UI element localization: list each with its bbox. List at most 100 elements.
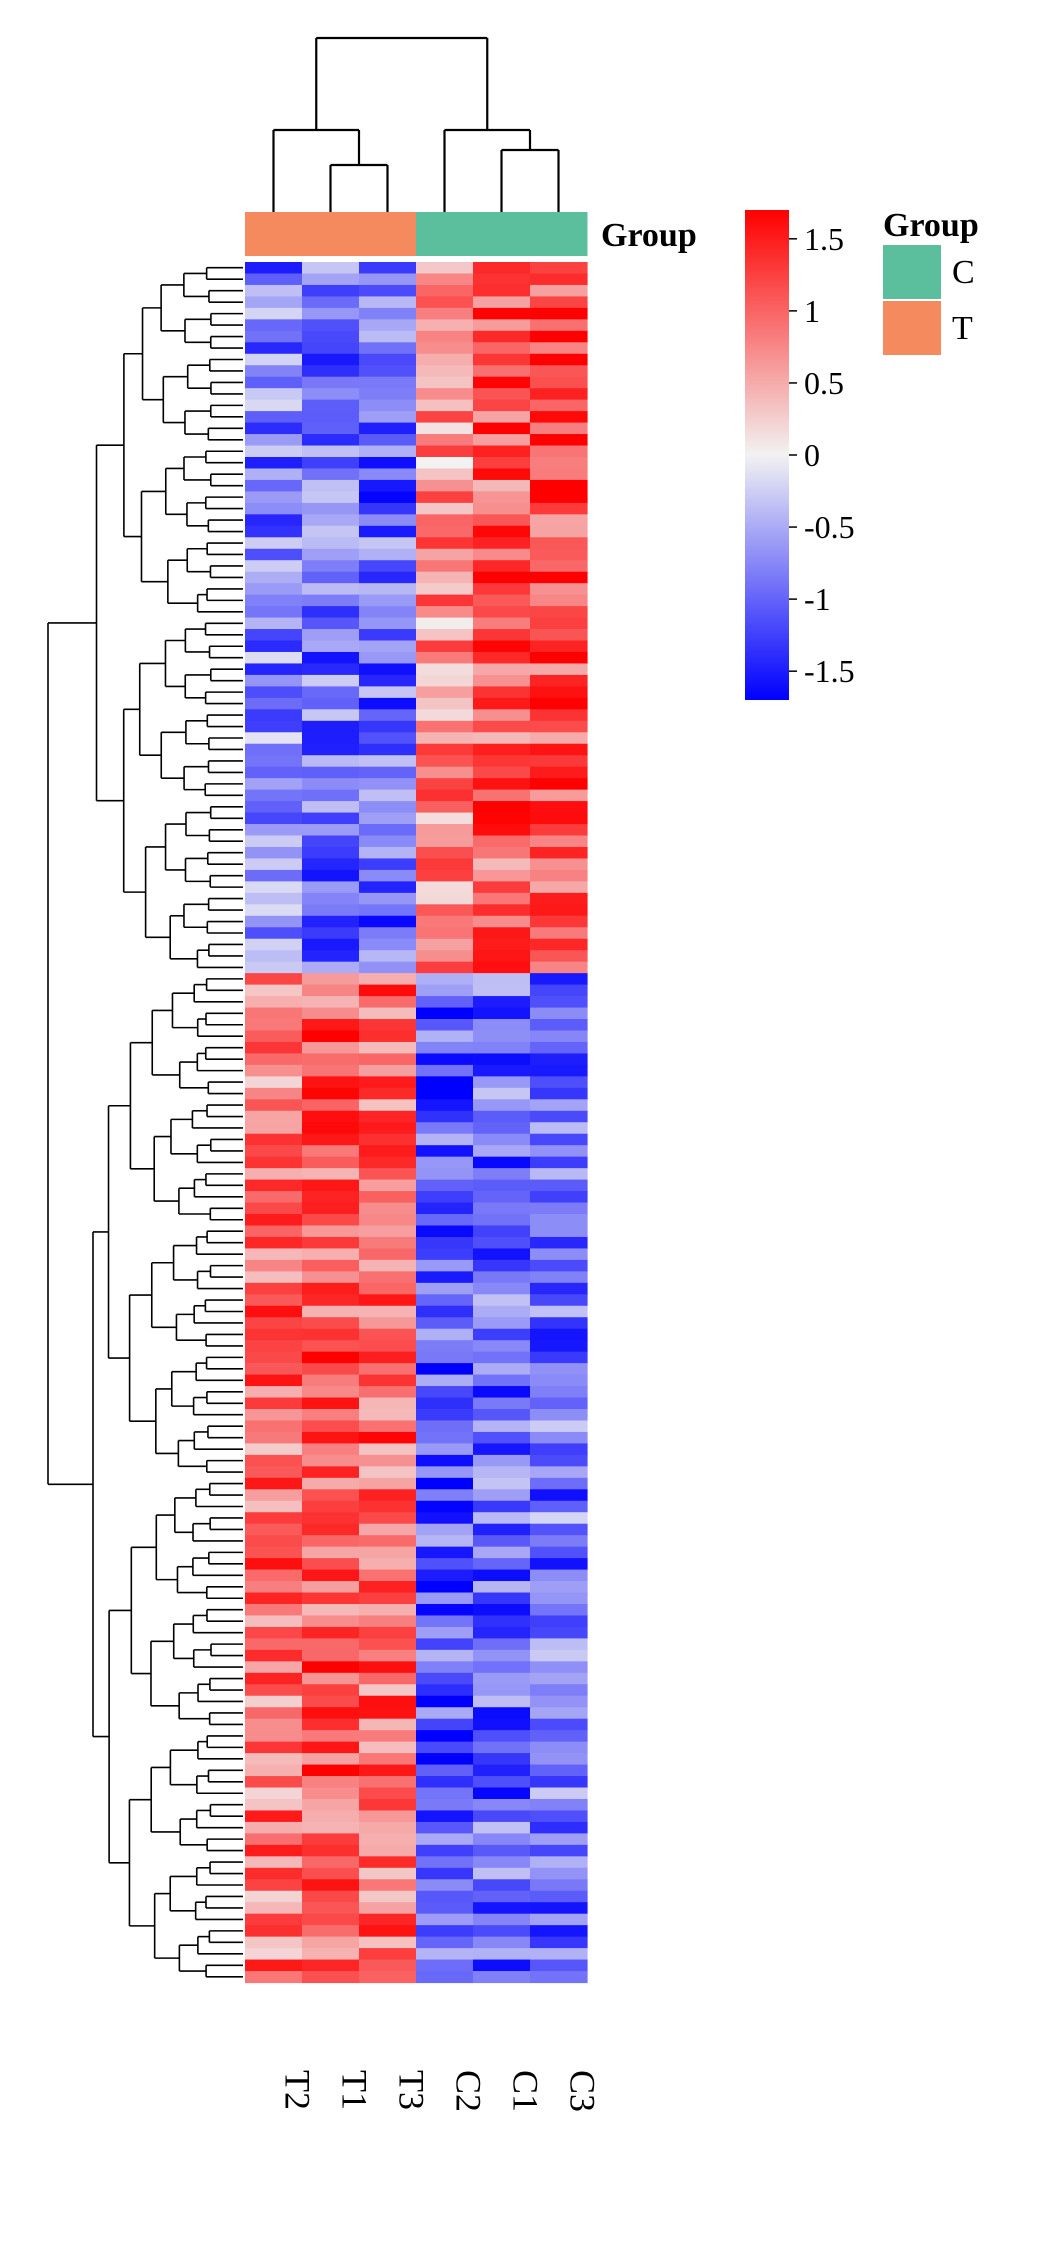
heatmap-cell: [416, 1271, 474, 1284]
heatmap-cell: [473, 801, 531, 814]
heatmap-cell: [359, 904, 417, 917]
heatmap-cell: [473, 1179, 531, 1192]
heatmap-cell: [245, 1500, 303, 1513]
heatmap-cell: [245, 1512, 303, 1525]
heatmap-cell: [359, 571, 417, 584]
heatmap-cell: [473, 456, 531, 470]
heatmap-cell: [473, 755, 531, 768]
heatmap-cell: [302, 1236, 360, 1250]
heatmap-cell: [416, 835, 474, 848]
heatmap-cell: [245, 1971, 303, 1984]
heatmap-cell: [245, 1477, 303, 1490]
heatmap-cell: [302, 1374, 360, 1387]
heatmap-cell: [530, 1649, 588, 1662]
heatmap-cell: [530, 1179, 588, 1192]
heatmap-cell: [302, 1076, 360, 1089]
heatmap-cell: [416, 1695, 474, 1708]
heatmap-cell: [245, 640, 303, 653]
heatmap-cell: [302, 927, 360, 940]
heatmap-cell: [302, 961, 360, 974]
heatmap-cell: [302, 537, 360, 550]
heatmap-cell: [245, 1821, 303, 1834]
heatmap-cell: [302, 915, 360, 928]
annotation-cell: [245, 212, 303, 256]
heatmap-cell: [245, 307, 303, 320]
heatmap-cell: [530, 1156, 588, 1169]
heatmap-cell: [473, 915, 531, 928]
heatmap-cell: [359, 1294, 417, 1307]
heatmap-cell: [530, 1489, 588, 1502]
heatmap-cell: [416, 1569, 474, 1582]
heatmap-cell: [473, 1259, 531, 1272]
heatmap-cell: [530, 755, 588, 768]
heatmap-cell: [530, 1294, 588, 1307]
heatmap-cell: [302, 1191, 360, 1204]
legend-title: Group: [883, 207, 979, 244]
heatmap-cell: [530, 1925, 588, 1938]
heatmap-cell: [302, 560, 360, 573]
heatmap-cell: [416, 1064, 474, 1077]
heatmap-cell: [245, 388, 303, 401]
heatmap-cell: [302, 1363, 360, 1376]
heatmap-cell: [359, 514, 417, 527]
annotation-label: Group: [601, 217, 697, 254]
heatmap-cell: [359, 755, 417, 768]
heatmap-cell: [245, 411, 303, 424]
heatmap-cell: [530, 1409, 588, 1422]
heatmap-cell: [302, 1523, 360, 1536]
heatmap-cell: [530, 961, 588, 974]
heatmap-cell: [473, 1523, 531, 1536]
heatmap-cell: [245, 376, 303, 389]
heatmap-cell: [473, 1328, 531, 1341]
heatmap-cell: [473, 789, 531, 802]
heatmap-cell: [473, 1546, 531, 1559]
heatmap-cell: [359, 1776, 417, 1789]
heatmap-cell: [530, 778, 588, 791]
heatmap-cell: [416, 514, 474, 527]
heatmap-cell: [416, 697, 474, 710]
heatmap-cell: [302, 732, 360, 745]
heatmap-cell: [416, 892, 474, 905]
heatmap-cell: [302, 846, 360, 860]
heatmap-cell: [359, 1053, 417, 1066]
heatmap-cell: [473, 1672, 531, 1685]
heatmap-cell: [530, 743, 588, 756]
heatmap-cell: [245, 1626, 303, 1639]
heatmap-cell: [473, 1959, 531, 1972]
heatmap-cell: [245, 1030, 303, 1043]
heatmap-cell: [245, 915, 303, 928]
heatmap-cell: [302, 353, 360, 366]
heatmap-cell: [359, 376, 417, 389]
heatmap-cell: [302, 514, 360, 527]
heatmap-cell: [245, 709, 303, 722]
heatmap-cell: [416, 422, 474, 435]
heatmap-cell: [416, 1110, 474, 1123]
heatmap-cell: [416, 1603, 474, 1617]
heatmap-cell: [530, 319, 588, 332]
heatmap-cell: [416, 583, 474, 596]
heatmap-cell: [302, 1695, 360, 1708]
heatmap-cell: [530, 1569, 588, 1582]
heatmap-cell: [359, 1741, 417, 1754]
heatmap-cell: [473, 1753, 531, 1766]
column-label: T1: [335, 2070, 375, 2110]
heatmap-cell: [302, 399, 360, 412]
heatmap-cell: [245, 1351, 303, 1364]
heatmap-cell: [302, 1948, 360, 1961]
heatmap-cell: [416, 1592, 474, 1605]
heatmap-cell: [359, 1110, 417, 1123]
heatmap-cell: [302, 1672, 360, 1685]
heatmap-cell: [359, 1787, 417, 1800]
heatmap-cell: [245, 1844, 303, 1857]
heatmap-cell: [359, 1443, 417, 1456]
heatmap-cell: [245, 445, 303, 458]
heatmap-cell: [302, 606, 360, 619]
heatmap-cell: [302, 411, 360, 424]
heatmap-cell: [473, 858, 531, 871]
heatmap-cell: [530, 1076, 588, 1089]
heatmap-cell: [473, 330, 531, 343]
heatmap-cell: [359, 1282, 417, 1295]
heatmap-cell: [530, 1030, 588, 1043]
heatmap-cell: [359, 491, 417, 504]
heatmap-cell: [245, 284, 303, 298]
